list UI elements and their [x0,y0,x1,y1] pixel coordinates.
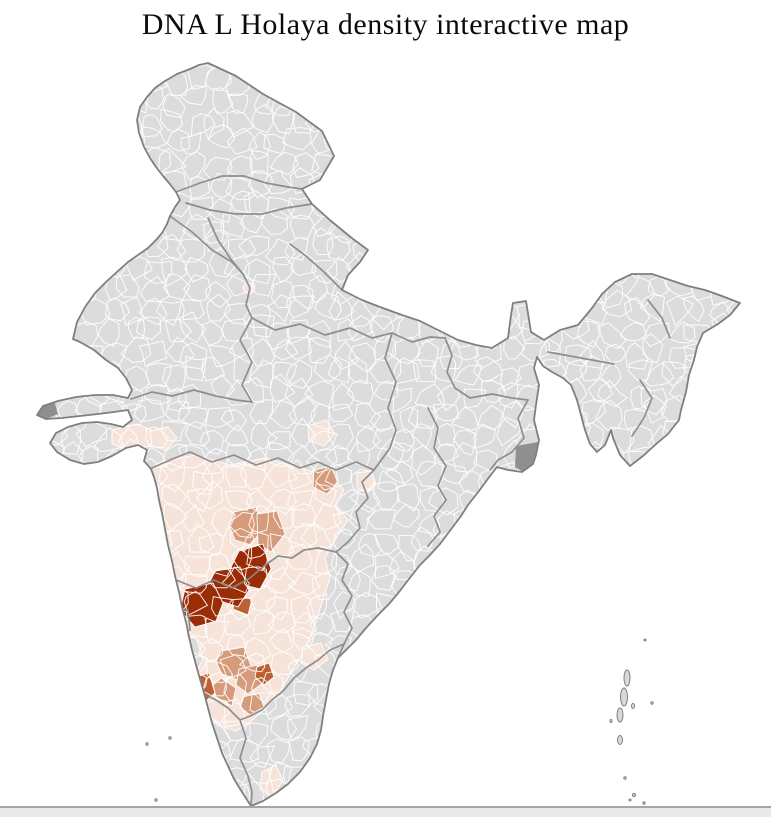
horizontal-scrollbar[interactable] [0,806,771,817]
district-region-low-patch-central-1[interactable] [307,419,336,447]
island-chains [145,638,654,805]
state-borders [130,175,671,805]
page-title: DNA L Holaya density interactive map [141,8,630,41]
district-region-low-patch-gujarat-1[interactable] [111,423,157,451]
district-region-low-patch-southeast-1[interactable] [300,642,329,671]
district-region-medium-district-6[interactable] [212,677,237,707]
district-region-medium-high-district-2[interactable] [254,662,275,686]
india-outline [36,62,741,807]
district-region-low-patch-gujarat-2[interactable] [149,426,178,451]
